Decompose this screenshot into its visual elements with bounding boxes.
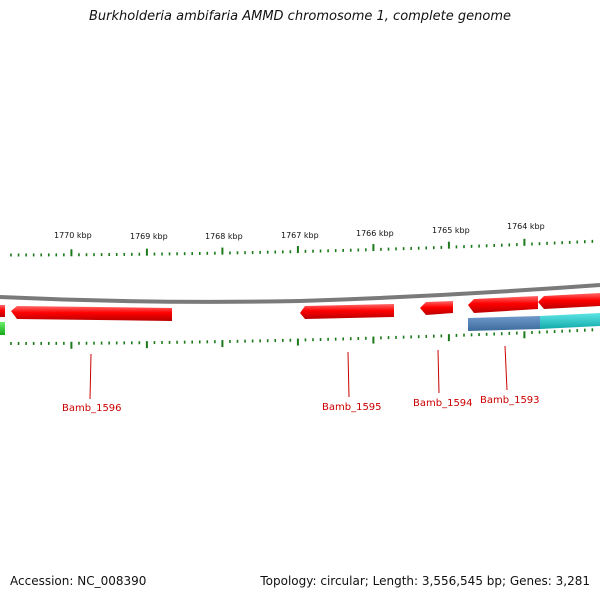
gene-track <box>0 293 600 321</box>
scale-label: 1769 kbp <box>130 232 168 241</box>
outer-tick-ring <box>10 238 594 257</box>
gene-label[interactable]: Bamb_1594 <box>413 398 473 409</box>
gene-feature-bamb-1596[interactable] <box>11 306 172 321</box>
leader-line <box>347 351 350 398</box>
label-leaders <box>89 345 508 400</box>
gene-label[interactable]: Bamb_1593 <box>480 395 540 406</box>
leader-line <box>437 349 440 394</box>
leader-line <box>504 345 508 391</box>
cds-feature[interactable] <box>540 313 600 329</box>
gene-labels: Bamb_1596 Bamb_1595 Bamb_1594 Bamb_1593 <box>62 395 540 414</box>
gene-feature-bamb-1593[interactable] <box>468 296 538 313</box>
map-title: Burkholderia ambifaria AMMD chromosome 1… <box>88 9 512 24</box>
gene-feature[interactable] <box>0 305 5 317</box>
gene-label[interactable]: Bamb_1596 <box>62 403 122 414</box>
leader-line <box>89 353 92 400</box>
scale-label: 1770 kbp <box>54 231 92 240</box>
gene-feature[interactable] <box>538 293 600 309</box>
scale-label: 1764 kbp <box>507 222 545 231</box>
scale-label: 1768 kbp <box>205 232 243 241</box>
scale-label: 1766 kbp <box>356 229 394 238</box>
accession-label: Accession: NC_008390 <box>10 574 147 588</box>
inner-tick-ring <box>10 328 594 349</box>
scale-label: 1765 kbp <box>432 226 470 235</box>
cds-feature[interactable] <box>468 316 540 331</box>
gene-label[interactable]: Bamb_1595 <box>322 402 382 413</box>
gene-feature-bamb-1594[interactable] <box>420 301 453 315</box>
genome-stats-label: Topology: circular; Length: 3,556,545 bp… <box>260 574 590 588</box>
genome-backbone <box>0 283 600 304</box>
rna-feature[interactable] <box>0 322 5 335</box>
feature-track <box>0 313 600 335</box>
gene-feature-bamb-1595[interactable] <box>300 304 394 319</box>
scale-label: 1767 kbp <box>281 231 319 240</box>
scale-labels: 1770 kbp 1769 kbp 1768 kbp 1767 kbp 1766… <box>54 222 545 241</box>
